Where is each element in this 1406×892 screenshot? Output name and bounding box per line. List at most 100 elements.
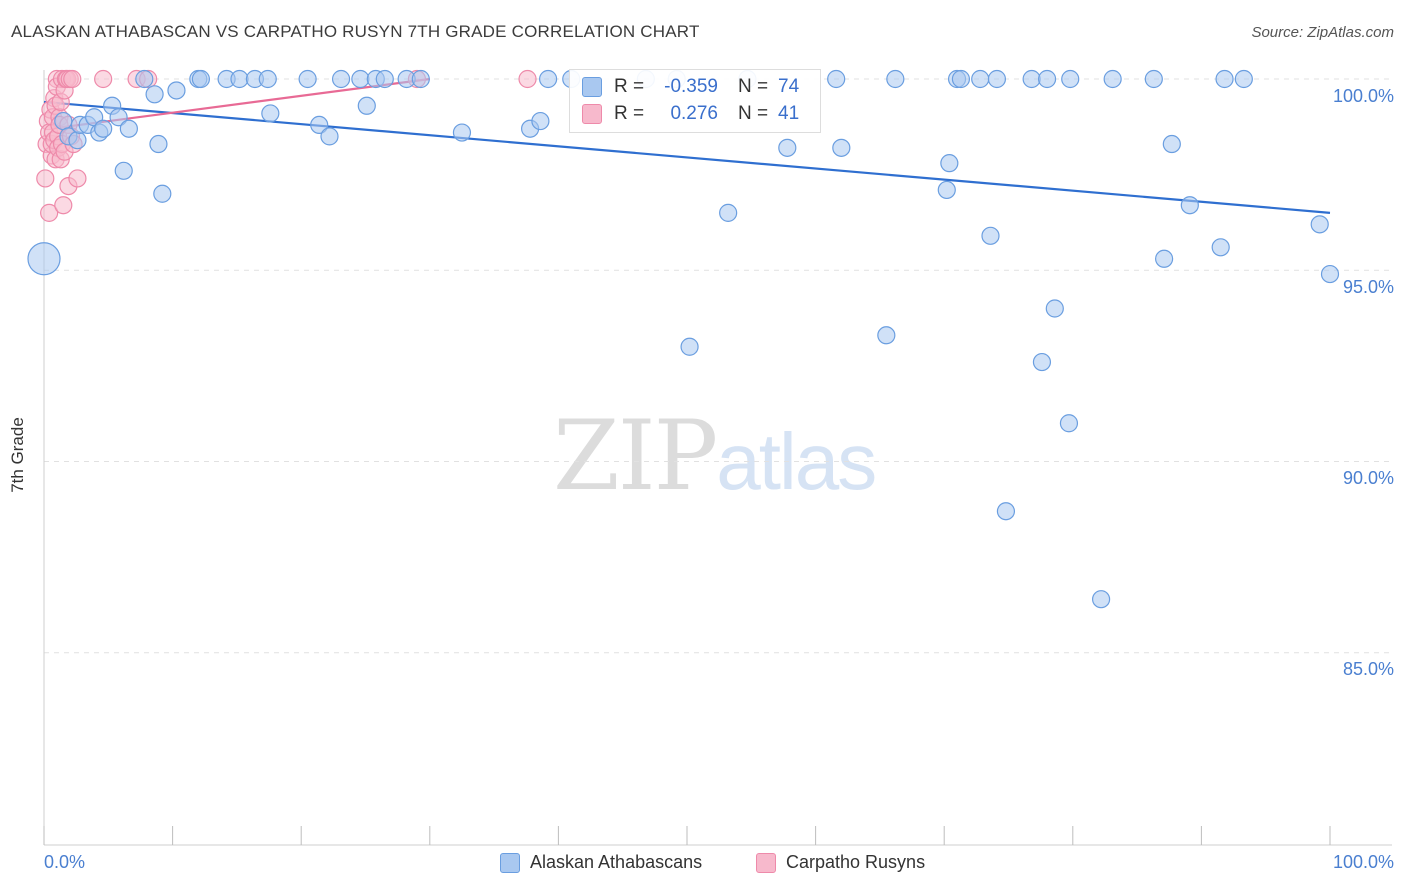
athabascan-point [1211, 238, 1230, 257]
athabascan-point [320, 127, 339, 146]
athabascan-point [119, 119, 138, 138]
athabascan-point [996, 502, 1016, 521]
athabascan-point [827, 69, 846, 89]
correlation-legend: R = -0.359 N = 74 R = 0.276 N = 41 [569, 69, 821, 133]
athabascan-point [94, 119, 113, 138]
rusyn-point [68, 169, 87, 188]
athabascan-point [375, 69, 394, 89]
athabascan-point [680, 337, 699, 356]
athabascan-point [1059, 414, 1079, 433]
r-label: R = [614, 103, 645, 124]
athabascan-point [937, 180, 956, 200]
rusyn-point [63, 69, 82, 89]
chart-title: ALASKAN ATHABASCAN VS CARPATHO RUSYN 7TH… [11, 22, 700, 41]
x-tick-label: 100.0% [1332, 852, 1394, 872]
athabascan-point [331, 69, 351, 89]
y-axis-label: 7th Grade [8, 417, 27, 493]
pink-swatch [582, 104, 602, 124]
athabascan-point [1103, 69, 1122, 89]
athabascan-point [1320, 264, 1340, 284]
r-label: R = [614, 76, 645, 97]
athabascan-point [951, 69, 971, 89]
athabascan-point [109, 108, 128, 127]
legend-label: Alaskan Athabascans [530, 852, 703, 872]
athabascan-point [1162, 134, 1181, 154]
athabascan-point [1091, 590, 1111, 609]
source-label: Source: ZipAtlas.com [1251, 24, 1394, 41]
athabascan-point [719, 203, 738, 222]
watermark-zip: ZIP [553, 400, 718, 512]
blue-swatch [500, 852, 520, 873]
athabascan-point [1215, 69, 1234, 89]
athabascan-point [153, 184, 172, 203]
athabascan-point [230, 69, 249, 89]
athabascan-point [258, 69, 277, 89]
athabascan-point [1155, 249, 1174, 268]
athabascan-point [351, 69, 370, 89]
athabascan-point [298, 69, 317, 89]
athabascan-point [310, 115, 329, 135]
athabascan-point [1234, 69, 1253, 89]
athabascan-point [149, 134, 168, 154]
athabascan-point [971, 69, 990, 89]
n-label: N = [738, 76, 769, 97]
athabascan-point [1310, 215, 1329, 234]
athabascan-point [1144, 69, 1163, 89]
watermark: ZIPatlas [553, 400, 877, 512]
athabascan-point [877, 326, 896, 345]
rusyn-point [36, 169, 55, 188]
r-value: -0.359 [664, 76, 718, 97]
athabascan-point [68, 131, 87, 150]
athabascan-trend-line [43, 100, 1331, 214]
athabascan-point [1022, 69, 1041, 89]
athabascan-point [191, 69, 210, 89]
y-tick-label: 90.0% [1342, 468, 1394, 488]
athabascan-point [778, 138, 797, 157]
grid-lines [44, 78, 1392, 654]
athabascan-point [832, 138, 851, 157]
athabascan-point [261, 104, 280, 123]
athabascan-point [987, 69, 1007, 89]
athabascan-point [167, 81, 186, 100]
athabascan-point [1032, 352, 1052, 372]
rusyn-point [40, 203, 59, 222]
athabascan-point [1061, 69, 1080, 89]
rusyn-point [54, 196, 73, 215]
n-value: 41 [778, 103, 800, 124]
athabascan-point [357, 96, 376, 115]
legend-item-rusyns: Carpatho Rusyns [756, 852, 925, 873]
athabascan-point [135, 69, 154, 89]
athabascan-point [54, 111, 73, 131]
n-label: N = [738, 103, 769, 124]
x-tick-label: 0.0% [44, 852, 86, 872]
athabascan-point [411, 69, 430, 89]
rusyn-point [94, 69, 113, 89]
pink-swatch [756, 852, 776, 873]
alaskan-athabascans-points [27, 69, 1340, 609]
legend-row-rusyns: R = 0.276 N = 41 [582, 101, 799, 127]
y-tick-label: 95.0% [1342, 277, 1394, 297]
athabascan-point [940, 154, 959, 173]
athabascan-point [114, 161, 133, 180]
athabascan-point [452, 123, 472, 142]
axes [43, 70, 1392, 846]
athabascan-point [1180, 196, 1199, 215]
athabascan-point [1037, 69, 1057, 89]
legend-label: Carpatho Rusyns [786, 852, 926, 872]
athabascan-point [145, 85, 164, 104]
carpatho-rusyns-points [36, 69, 537, 222]
y-tick-label: 85.0% [1342, 659, 1394, 679]
n-value: 74 [778, 76, 800, 97]
athabascan-point [981, 226, 1000, 245]
series-legend: Alaskan Athabascans Carpatho Rusyns [0, 850, 1406, 878]
athabascan-point [531, 111, 550, 131]
y-tick-label: 100.0% [1332, 86, 1394, 106]
athabascan-point [1045, 299, 1064, 318]
athabascan-point [886, 69, 905, 89]
blue-swatch [582, 77, 602, 97]
legend-row-athabascans: R = -0.359 N = 74 [582, 74, 799, 100]
r-value: 0.276 [670, 103, 718, 124]
legend-item-athabascans: Alaskan Athabascans [500, 852, 702, 873]
athabascan-point [27, 242, 61, 276]
